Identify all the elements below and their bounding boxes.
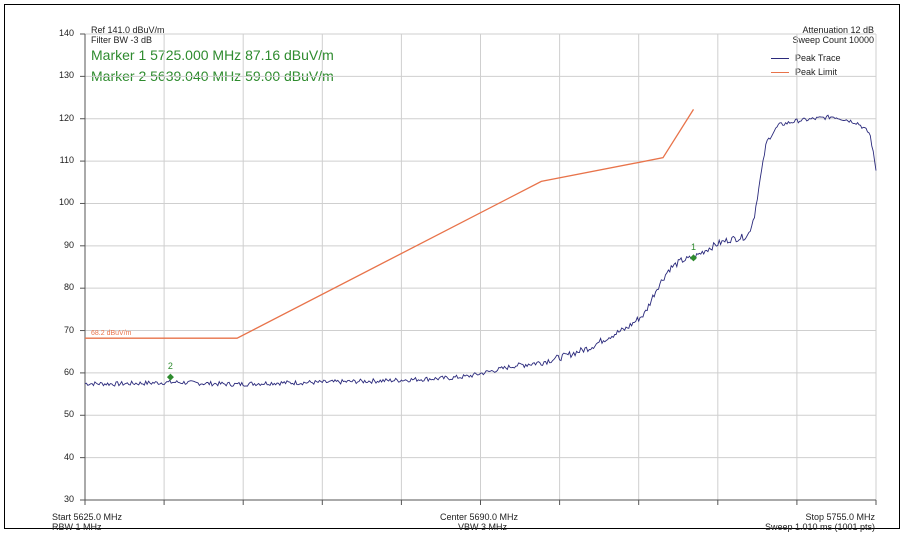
marker-1-readout: Marker 1 5725.000 MHz 87.16 dBuV/m xyxy=(91,47,334,63)
rbw: RBW 1 MHz xyxy=(52,522,102,532)
marker-1-label: 1 xyxy=(691,242,696,252)
legend-trace-swatch xyxy=(771,58,789,59)
marker-2-label: 2 xyxy=(168,361,173,371)
legend-limit-swatch xyxy=(771,72,789,73)
legend-trace-label: Peak Trace xyxy=(795,53,841,63)
y-tick-label: 130 xyxy=(58,70,74,81)
y-tick-label: 30 xyxy=(63,494,74,504)
vbw: VBW 3 MHz xyxy=(458,522,508,532)
y-tick-label: 120 xyxy=(58,112,74,123)
chart-frame xyxy=(4,4,900,529)
y-tick-label: 50 xyxy=(63,409,74,420)
y-tick-label: 60 xyxy=(63,366,74,377)
center-frequency: Center 5690.0 MHz xyxy=(440,512,519,522)
peak-limit-line xyxy=(85,109,695,339)
start-frequency: Start 5625.0 MHz xyxy=(52,512,123,522)
y-tick-label: 90 xyxy=(63,239,74,250)
y-tick-label: 80 xyxy=(63,282,74,293)
y-tick-label: 100 xyxy=(58,197,74,208)
filter-bw: Filter BW -3 dB xyxy=(91,35,153,45)
marker-1-point xyxy=(689,254,697,262)
sweep-time: Sweep 1.010 ms (1001 pts) xyxy=(764,522,875,532)
y-tick-label: 110 xyxy=(59,155,74,166)
stop-frequency: Stop 5755.0 MHz xyxy=(805,512,875,522)
y-tick-label: 140 xyxy=(58,28,74,38)
attenuation: Attenuation 12 dB xyxy=(802,25,874,35)
y-tick-label: 40 xyxy=(63,451,74,462)
legend-limit-label: Peak Limit xyxy=(795,67,838,77)
ref-level: Ref 141.0 dBuV/m xyxy=(91,25,165,35)
sweep-count: Sweep Count 10000 xyxy=(792,35,874,45)
y-tick-label: 70 xyxy=(63,324,74,335)
marker-2-point xyxy=(166,373,174,381)
limit-value-label: 68.2 dBuV/m xyxy=(91,330,132,337)
peak-trace-line xyxy=(84,114,877,387)
